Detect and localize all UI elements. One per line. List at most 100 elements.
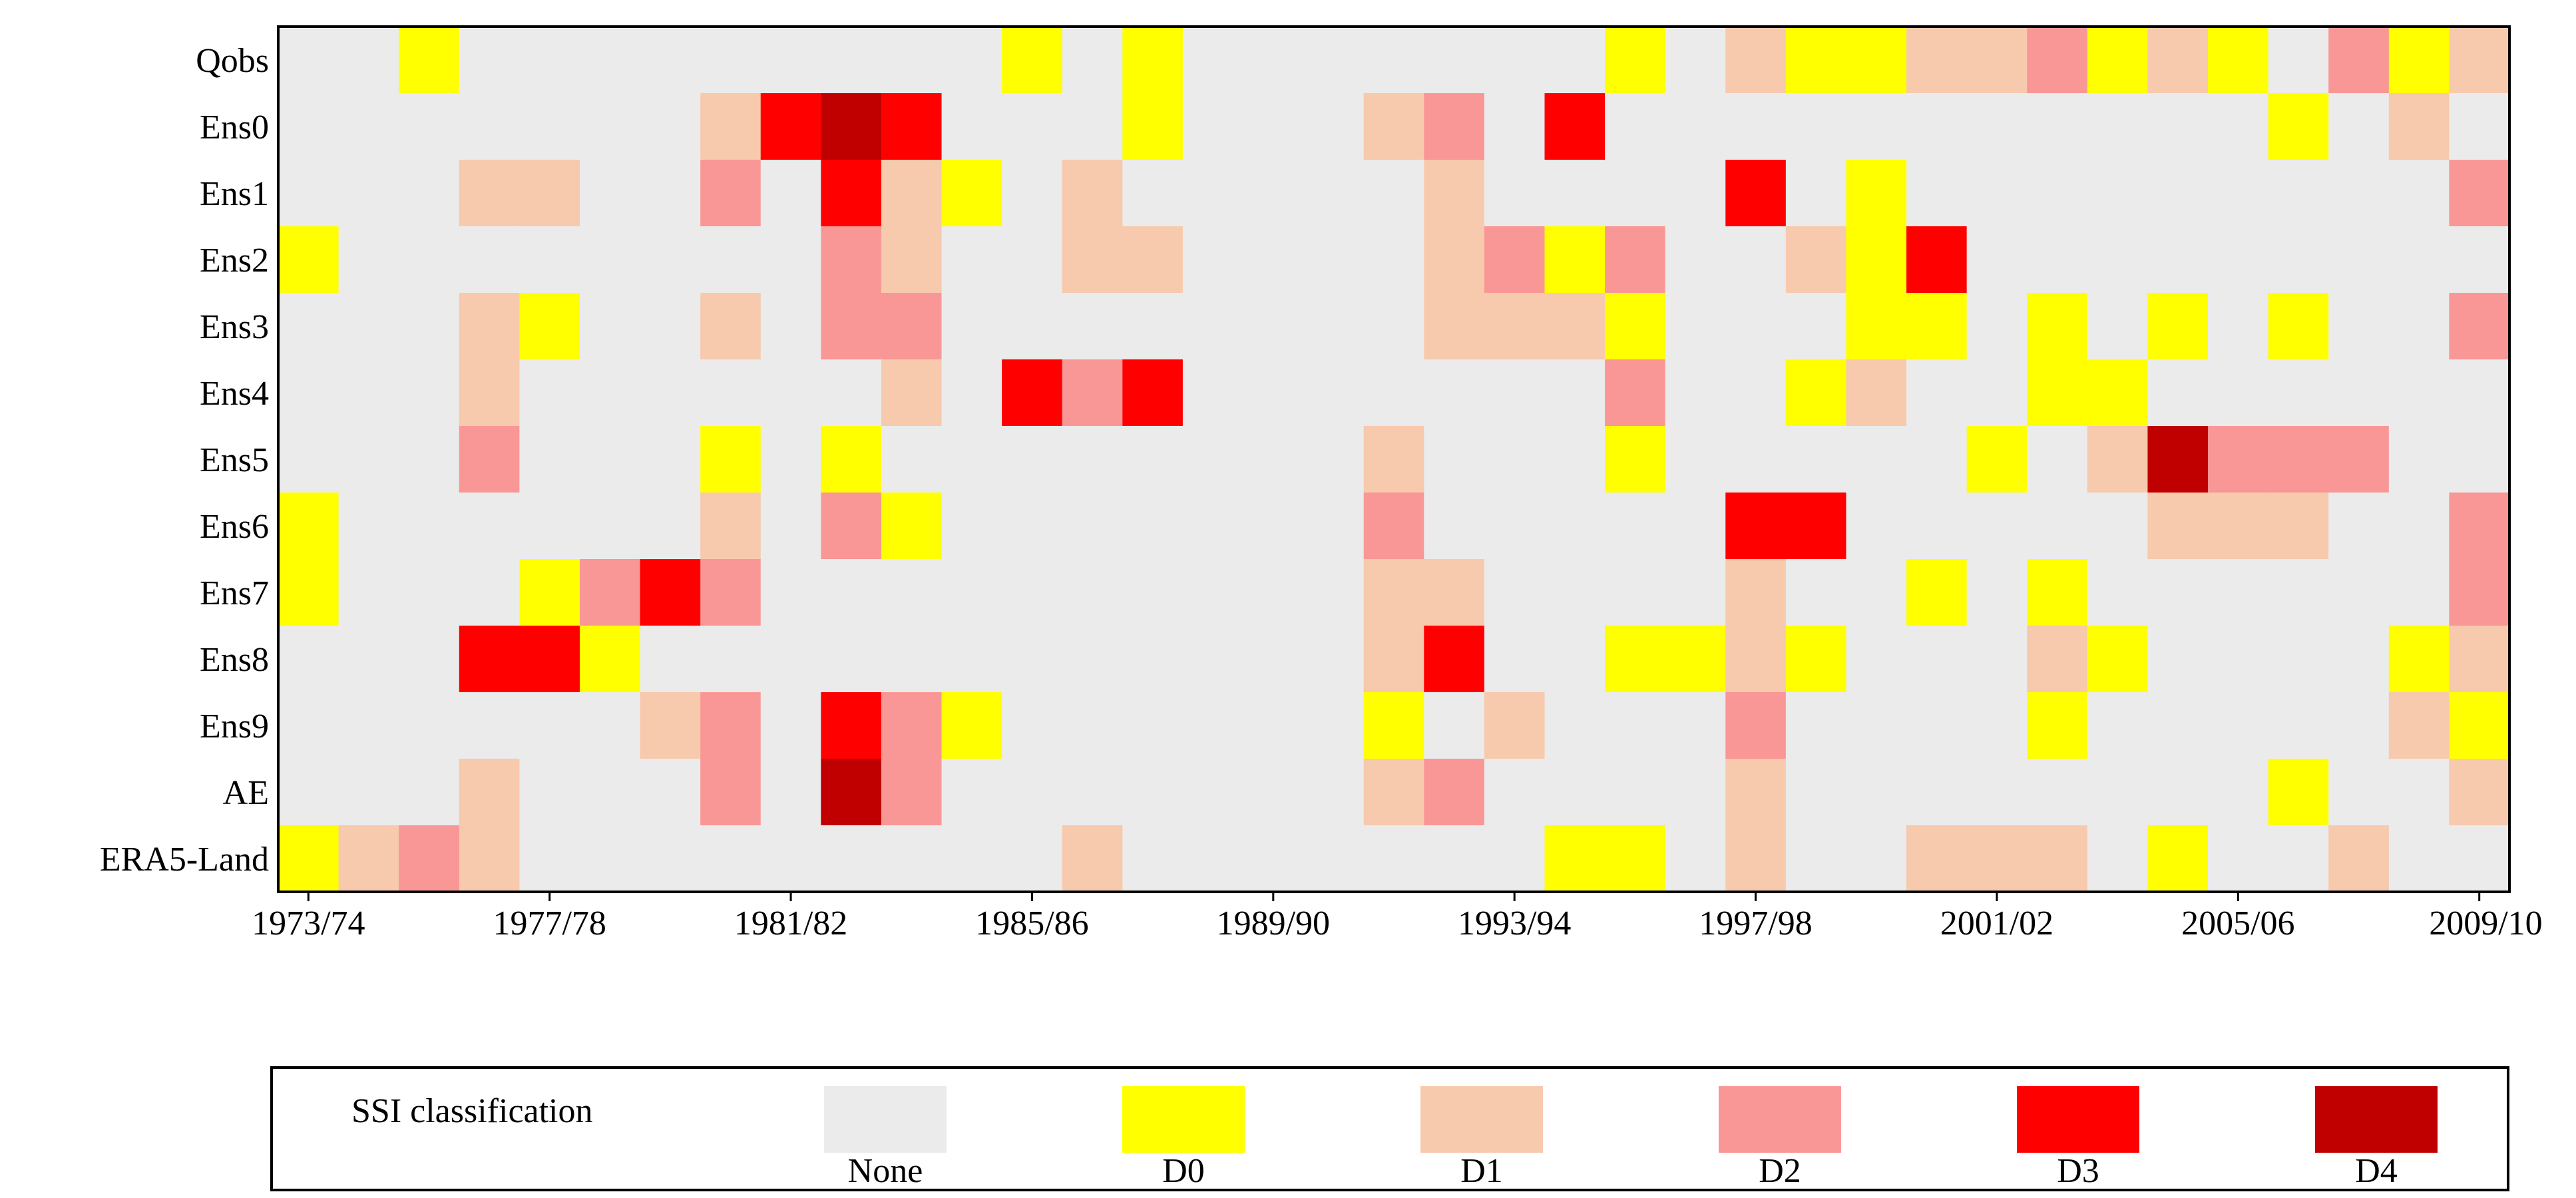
heatmap-cell: [338, 93, 399, 160]
heatmap-cell: [1906, 692, 1968, 759]
heatmap-cell: [941, 759, 1002, 826]
heatmap-cell: [1906, 160, 1968, 227]
heatmap-cell: [821, 692, 882, 759]
heatmap-cell: [2208, 559, 2269, 626]
heatmap-cell: [459, 759, 520, 826]
heatmap-cell: [821, 825, 882, 893]
heatmap-cell: [1725, 293, 1787, 360]
legend-swatch: [1719, 1086, 1841, 1153]
heatmap-cell: [278, 825, 339, 893]
heatmap-cell: [1725, 160, 1787, 227]
heatmap-cell: [2208, 626, 2269, 693]
heatmap-cell: [1484, 160, 1546, 227]
heatmap-cell: [278, 559, 339, 626]
heatmap-cell: [2147, 759, 2209, 826]
heatmap-cell: [1605, 493, 1666, 560]
heatmap-cell: [2268, 626, 2329, 693]
heatmap-cell: [1424, 493, 1485, 560]
heatmap-cell: [1303, 293, 1365, 360]
heatmap-cell: [700, 27, 761, 94]
heatmap-cell: [881, 160, 943, 227]
heatmap-cell: [1725, 759, 1787, 826]
heatmap-cell: [1544, 559, 1606, 626]
heatmap-cell: [2087, 293, 2149, 360]
heatmap-cell: [821, 93, 882, 160]
heatmap-cell: [1484, 626, 1546, 693]
heatmap-cell: [1966, 493, 2028, 560]
heatmap-cell: [700, 293, 761, 360]
heatmap-cell: [881, 359, 943, 427]
heatmap-cell: [338, 559, 399, 626]
heatmap-cell: [1605, 759, 1666, 826]
heatmap-cell: [2328, 559, 2390, 626]
heatmap-cell: [1303, 359, 1365, 427]
heatmap-cell: [579, 493, 641, 560]
heatmap-cell: [2328, 692, 2390, 759]
heatmap-cell: [2328, 160, 2390, 227]
heatmap-cell: [1725, 626, 1787, 693]
heatmap-cell: [2147, 93, 2209, 160]
heatmap-cell: [1846, 226, 1907, 294]
heatmap-cell: [2268, 692, 2329, 759]
heatmap-cell: [1062, 93, 1123, 160]
heatmap-cell: [2208, 160, 2269, 227]
heatmap-cell: [2388, 692, 2450, 759]
heatmap-cell: [881, 226, 943, 294]
row-label: Ens2: [200, 242, 269, 280]
heatmap-cell: [1725, 692, 1787, 759]
heatmap-cell: [1846, 493, 1907, 560]
heatmap-cell: [1243, 359, 1304, 427]
heatmap-cell: [1002, 27, 1063, 94]
heatmap-cell: [1544, 692, 1606, 759]
heatmap-cell: [579, 426, 641, 493]
heatmap-cell: [1182, 426, 1244, 493]
heatmap-cell: [1182, 493, 1244, 560]
heatmap-cell: [700, 359, 761, 427]
legend-label: D1: [1460, 1152, 1503, 1190]
legend: SSI classification None D0 D1 D2 D3 D4: [270, 1066, 2509, 1191]
heatmap-cell: [2328, 226, 2390, 294]
heatmap-cell: [1062, 426, 1123, 493]
heatmap-cell: [1665, 692, 1726, 759]
legend-swatch: [1420, 1086, 1543, 1153]
heatmap-cell: [519, 825, 580, 893]
heatmap-cell: [2388, 559, 2450, 626]
heatmap-cell: [579, 559, 641, 626]
heatmap-cell: [1484, 93, 1546, 160]
heatmap-cell: [579, 226, 641, 294]
heatmap-cell: [1544, 426, 1606, 493]
heatmap-cell: [1002, 626, 1063, 693]
heatmap-cell: [1363, 27, 1424, 94]
legend-swatch: [824, 1086, 947, 1153]
legend-label: D4: [2355, 1152, 2398, 1190]
heatmap-cell: [1002, 825, 1063, 893]
heatmap-cell: [1906, 626, 1968, 693]
heatmap-cell: [579, 759, 641, 826]
heatmap-cell: [1062, 293, 1123, 360]
heatmap-cell: [821, 626, 882, 693]
heatmap-cell: [399, 160, 460, 227]
row-label: ERA5-Land: [100, 841, 269, 879]
legend-swatch: [2017, 1086, 2139, 1153]
heatmap-cell: [1122, 559, 1183, 626]
heatmap-cell: [2388, 825, 2450, 893]
heatmap-cell: [760, 226, 821, 294]
heatmap-cell: [399, 426, 460, 493]
heatmap-cell: [1665, 426, 1726, 493]
heatmap-cell: [1544, 293, 1606, 360]
heatmap-cell: [1484, 759, 1546, 826]
heatmap-cell: [2027, 825, 2088, 893]
heatmap-cell: [1665, 226, 1726, 294]
heatmap-cell: [278, 692, 339, 759]
heatmap-cell: [760, 293, 821, 360]
heatmap-cell: [700, 692, 761, 759]
heatmap-cell: [821, 559, 882, 626]
heatmap-cell: [760, 825, 821, 893]
heatmap-cell: [2208, 759, 2269, 826]
x-tick-label: 1977/78: [493, 904, 606, 942]
heatmap-cell: [278, 359, 339, 427]
heatmap-cell: [1544, 626, 1606, 693]
row-label: Ens3: [200, 308, 269, 346]
heatmap-cell: [941, 226, 1002, 294]
heatmap-cell: [700, 160, 761, 227]
